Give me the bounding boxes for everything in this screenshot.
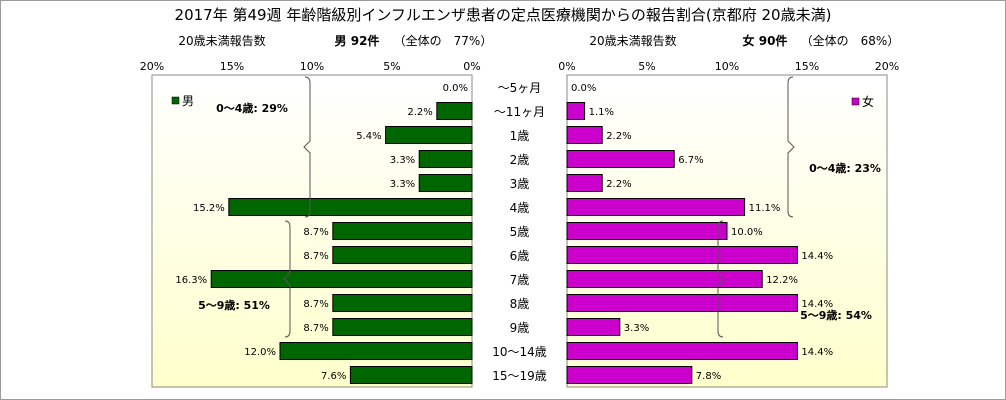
- male-x-tick-label: 0%: [463, 60, 480, 73]
- male-subtitle-left: 20歳未満報告数: [178, 33, 265, 48]
- female-x-tick-label: 10%: [715, 60, 739, 73]
- male-value-label: 8.7%: [303, 251, 328, 262]
- category-label: ～5ヶ月: [498, 81, 542, 95]
- category-label: 8歳: [510, 297, 530, 311]
- male-bar: [279, 342, 473, 360]
- female-bar: [566, 294, 798, 312]
- female-value-label: 6.7%: [678, 155, 703, 166]
- male-subtitle-count: 男 92件: [335, 33, 380, 48]
- female-value-label: 7.8%: [696, 371, 721, 382]
- female-value-label: 2.2%: [606, 179, 631, 190]
- male-bar: [418, 174, 473, 192]
- male-value-label: 2.2%: [407, 107, 432, 118]
- category-label: 2歳: [510, 153, 530, 167]
- male-value-label: 8.7%: [303, 227, 328, 238]
- female-bar: [566, 174, 603, 192]
- male-bar: [332, 294, 473, 312]
- female-value-label: 14.4%: [801, 299, 833, 310]
- category-label: ～11ヶ月: [494, 105, 545, 119]
- female-bar: [566, 342, 798, 360]
- male-brace-5-9: [283, 220, 291, 338]
- female-subtitle-share: （全体の 68%）: [801, 33, 900, 48]
- female-value-label: 14.4%: [801, 251, 833, 262]
- female-x-tick-label: 5%: [638, 60, 655, 73]
- female-x-tick-label: 20%: [875, 60, 899, 73]
- category-label: 4歳: [510, 201, 530, 215]
- female-bar: [566, 270, 763, 288]
- female-subtitle-count: 女 90件: [743, 33, 788, 48]
- category-label: 5歳: [510, 225, 530, 239]
- female-value-label: 1.1%: [589, 107, 614, 118]
- female-x-tick-label: 0%: [558, 60, 575, 73]
- female-brace-5-9: [717, 220, 725, 338]
- female-group-label: 0～4歳: 23%: [809, 161, 881, 175]
- female-value-label: 2.2%: [606, 131, 631, 142]
- male-value-label: 12.0%: [244, 347, 276, 358]
- category-label: 3歳: [510, 177, 530, 191]
- female-bar: [566, 318, 621, 336]
- male-value-label: 5.4%: [356, 131, 381, 142]
- female-x-tick-label: 15%: [795, 60, 819, 73]
- female-bar: [566, 198, 746, 216]
- female-value-label: 12.2%: [766, 275, 798, 286]
- female-value-label: 3.3%: [624, 323, 649, 334]
- male-value-label: 0.0%: [443, 83, 468, 94]
- female-bar: [566, 366, 693, 384]
- male-x-tick-label: 15%: [220, 60, 244, 73]
- male-bar: [332, 318, 473, 336]
- category-label: 9歳: [510, 321, 530, 335]
- female-group-label: 5～9歳: 54%: [800, 308, 872, 322]
- male-bar: [228, 198, 473, 216]
- category-label: 1歳: [510, 129, 530, 143]
- category-label: 7歳: [510, 273, 530, 287]
- female-legend-swatch: [851, 97, 860, 106]
- male-legend-label: 男: [182, 94, 194, 108]
- female-bar: [566, 246, 798, 264]
- male-x-tick-label: 10%: [300, 60, 324, 73]
- female-value-label: 11.1%: [749, 203, 781, 214]
- male-bar: [349, 366, 473, 384]
- female-value-label: 14.4%: [801, 347, 833, 358]
- female-legend-label: 女: [862, 94, 874, 109]
- male-bar: [418, 150, 473, 168]
- female-bar: [566, 150, 675, 168]
- male-bar: [332, 246, 473, 264]
- male-value-label: 16.3%: [175, 275, 207, 286]
- category-label: 10～14歳: [492, 345, 547, 359]
- male-value-label: 3.3%: [390, 155, 415, 166]
- male-value-label: 3.3%: [390, 179, 415, 190]
- male-subtitle-share: （全体の 77%）: [394, 33, 493, 48]
- male-legend-swatch: [171, 96, 180, 105]
- female-subtitle-left: 20歳未満報告数: [589, 33, 676, 48]
- female-bar: [566, 222, 728, 240]
- male-x-tick-label: 20%: [140, 60, 164, 73]
- male-brace-0-4: [303, 76, 311, 218]
- male-bar: [385, 126, 473, 144]
- male-group-label: 0～4歳: 29%: [216, 101, 288, 115]
- male-value-label: 8.7%: [303, 323, 328, 334]
- female-bar: [566, 126, 603, 144]
- female-value-label: 0.0%: [571, 83, 596, 94]
- male-value-label: 15.2%: [193, 203, 225, 214]
- female-value-label: 10.0%: [731, 227, 763, 238]
- category-label: 6歳: [510, 249, 530, 263]
- male-value-label: 7.6%: [321, 371, 346, 382]
- female-bar: [566, 102, 586, 120]
- male-value-label: 8.7%: [303, 299, 328, 310]
- male-x-tick-label: 5%: [383, 60, 400, 73]
- male-bar: [436, 102, 473, 120]
- female-brace-0-4: [787, 76, 795, 218]
- category-label: 15～19歳: [492, 369, 547, 383]
- chart-title: 2017年 第49週 年齢階級別インフルエンザ患者の定点医療機関からの報告割合(…: [175, 6, 832, 24]
- male-bar: [332, 222, 473, 240]
- male-bar: [210, 270, 473, 288]
- male-group-label: 5～9歳: 51%: [198, 298, 270, 312]
